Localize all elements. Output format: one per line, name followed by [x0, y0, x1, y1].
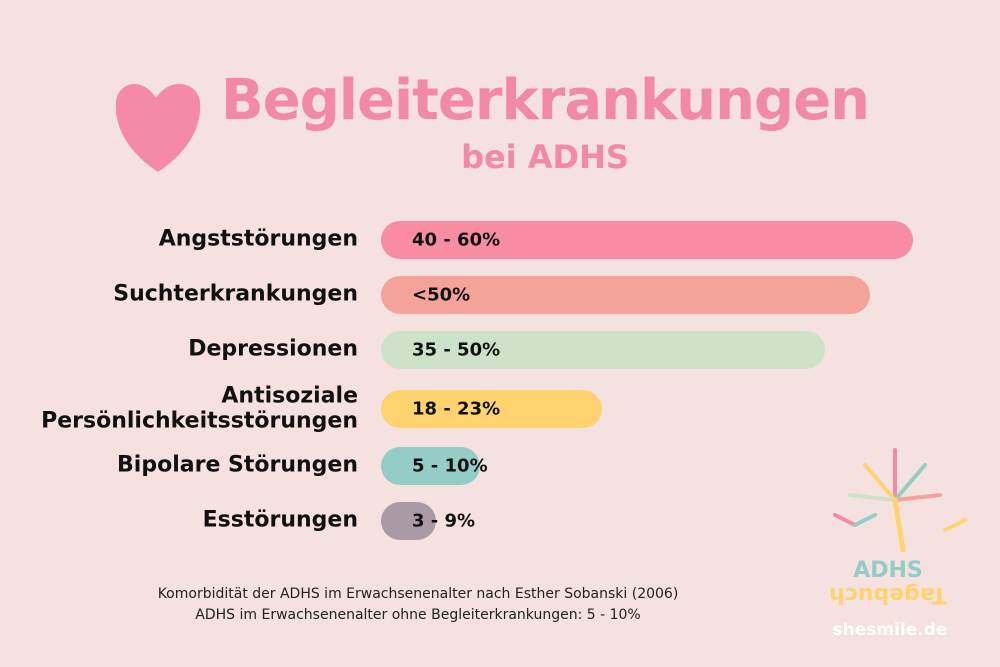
value-label: 18 - 23% [412, 398, 501, 420]
value-label: 3 - 9% [412, 510, 476, 532]
site-url: shesmile.de [832, 620, 948, 640]
value-label: 35 - 50% [412, 339, 501, 361]
bar [381, 447, 480, 485]
bar [381, 390, 602, 428]
bar [381, 331, 825, 369]
subtitle: bei ADHS [461, 138, 629, 176]
row-label: Esstörungen [202, 507, 358, 533]
logo-text: ADHS [853, 558, 923, 583]
row-label: Bipolare Störungen [117, 452, 358, 478]
row-label: Angststörungen [158, 226, 358, 252]
row-label: Suchterkrankungen [113, 281, 358, 307]
bar [381, 221, 913, 259]
footnote: Komorbidität der ADHS im Erwachsenenalte… [157, 586, 679, 602]
row-label: Depressionen [188, 336, 358, 362]
title: Begleiterkrankungen [221, 68, 870, 133]
row-label: Antisoziale Persönlichkeitsstörungen [41, 383, 358, 433]
value-label: 5 - 10% [412, 455, 488, 477]
value-label: 40 - 60% [412, 229, 501, 251]
value-label: <50% [412, 284, 471, 306]
heart-icon [115, 84, 201, 172]
footnote: ADHS im Erwachsenenalter ohne Begleiterk… [195, 607, 641, 623]
logo-text: Tagebuch [829, 582, 947, 607]
bar [381, 276, 870, 314]
bar [381, 502, 436, 540]
fireworks-icon [833, 448, 967, 553]
